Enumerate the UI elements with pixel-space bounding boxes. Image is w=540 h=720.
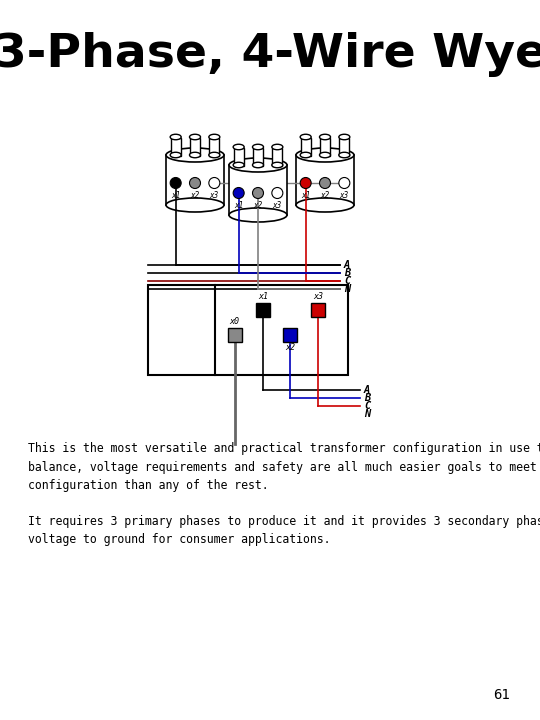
Text: 61: 61 [493, 688, 510, 702]
Bar [320, 138, 330, 156]
Bar [228, 328, 242, 342]
Ellipse shape [190, 134, 200, 140]
Text: x1: x1 [234, 200, 244, 210]
Text: x2: x2 [253, 200, 262, 210]
Ellipse shape [339, 178, 350, 189]
Text: x3: x3 [273, 200, 282, 210]
Ellipse shape [296, 198, 354, 212]
Ellipse shape [300, 134, 311, 140]
Text: x2: x2 [285, 343, 295, 352]
Text: x3: x3 [313, 292, 323, 301]
Bar [256, 303, 270, 317]
Bar [301, 138, 310, 156]
Bar [272, 148, 282, 166]
Ellipse shape [170, 178, 181, 189]
Ellipse shape [300, 178, 311, 189]
Ellipse shape [229, 208, 287, 222]
Ellipse shape [253, 187, 264, 199]
Text: x1: x1 [258, 292, 268, 301]
Ellipse shape [272, 162, 283, 168]
Text: N: N [344, 284, 350, 294]
Text: x1: x1 [301, 191, 310, 199]
Ellipse shape [190, 178, 200, 189]
Bar [311, 303, 325, 317]
Bar [148, 285, 348, 375]
Ellipse shape [339, 134, 350, 140]
Bar [210, 138, 219, 156]
Text: x1: x1 [171, 191, 180, 199]
Ellipse shape [300, 152, 311, 158]
Ellipse shape [209, 134, 220, 140]
Bar [171, 138, 181, 156]
Bar [296, 155, 354, 205]
Ellipse shape [272, 187, 283, 199]
Text: C: C [364, 401, 370, 411]
Ellipse shape [233, 187, 244, 199]
Text: It requires 3 primary phases to produce it and it provides 3 secondary phases of: It requires 3 primary phases to produce … [28, 515, 540, 546]
Ellipse shape [272, 144, 283, 150]
Bar [339, 138, 349, 156]
Ellipse shape [166, 198, 224, 212]
Bar [234, 148, 244, 166]
Text: 3-Phase, 4-Wire Wye: 3-Phase, 4-Wire Wye [0, 32, 540, 77]
Ellipse shape [190, 152, 200, 158]
Ellipse shape [339, 152, 350, 158]
Text: N: N [364, 409, 370, 419]
Text: A: A [344, 260, 350, 270]
Ellipse shape [233, 144, 244, 150]
Text: C: C [344, 276, 350, 286]
Text: x2: x2 [191, 191, 200, 199]
Bar [190, 138, 200, 156]
Bar [283, 328, 297, 342]
Ellipse shape [320, 134, 330, 140]
Text: B: B [364, 393, 370, 403]
Ellipse shape [253, 162, 264, 168]
Text: x2: x2 [320, 191, 329, 199]
Text: x0: x0 [229, 317, 239, 326]
Text: A: A [364, 385, 370, 395]
Bar [166, 155, 224, 205]
Ellipse shape [229, 158, 287, 172]
Text: x3: x3 [210, 191, 219, 199]
Ellipse shape [170, 134, 181, 140]
Ellipse shape [296, 148, 354, 162]
Ellipse shape [170, 152, 181, 158]
Ellipse shape [209, 178, 220, 189]
Text: This is the most versatile and practical transformer configuration in use today.: This is the most versatile and practical… [28, 442, 540, 492]
Ellipse shape [166, 148, 224, 162]
Ellipse shape [209, 152, 220, 158]
Bar [229, 165, 287, 215]
Ellipse shape [320, 152, 330, 158]
Ellipse shape [233, 162, 244, 168]
Text: B: B [344, 268, 350, 278]
Text: x3: x3 [340, 191, 349, 199]
Bar [253, 148, 263, 166]
Ellipse shape [253, 144, 264, 150]
Ellipse shape [320, 178, 330, 189]
